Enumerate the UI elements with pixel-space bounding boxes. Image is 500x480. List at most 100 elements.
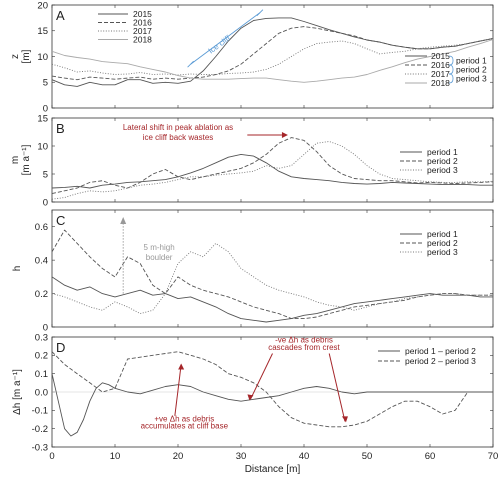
series-line-1 <box>51 17 494 87</box>
panel-label: B <box>56 121 65 136</box>
legend-label: 2015 <box>133 9 152 19</box>
x-tick-label: 0 <box>49 451 54 462</box>
panel-label: C <box>56 213 65 228</box>
y-tick-label: 0.3 <box>35 332 48 343</box>
x-tick-label: 20 <box>173 451 184 462</box>
x-tick-label: 10 <box>110 451 121 462</box>
y-axis-label: Δh [m a⁻¹] <box>12 369 23 415</box>
y-tick-label: 15 <box>37 113 48 124</box>
y-axis-label: z[m] <box>10 49 32 63</box>
y-axis-label-line1: m <box>10 156 21 164</box>
period-bracket <box>448 64 454 75</box>
legend-label: period 2 <box>427 238 458 248</box>
annotation-line: Lateral shift in peak ablation as <box>123 123 233 132</box>
annotation-line: ice cliff back wastes <box>143 133 214 142</box>
x-tick-label: 30 <box>236 451 247 462</box>
legend-label: period 1 – period 2 <box>405 346 476 356</box>
series-line-2 <box>51 137 494 195</box>
arrow-head <box>281 132 288 138</box>
series-line-3 <box>51 242 493 315</box>
period-bracket <box>448 73 454 84</box>
ice-cliff-bracket-end <box>187 60 194 68</box>
y-tick-label: 0.0 <box>35 387 48 398</box>
y-tick-label: -0.3 <box>32 442 48 453</box>
legend-label: 2018 <box>133 35 152 45</box>
series-line-1 <box>51 153 493 189</box>
arrow-head <box>120 217 127 224</box>
annotation-line: 5 m-high <box>144 243 175 252</box>
y-axis-label: h <box>12 266 23 272</box>
x-tick-label: 60 <box>425 451 436 462</box>
y-tick-label: 10 <box>37 52 48 63</box>
period-bracket <box>448 55 454 66</box>
arrow-head <box>247 394 254 401</box>
legend-right-label: 2017 <box>431 69 450 79</box>
y-tick-label: 10 <box>37 141 48 152</box>
legend-label: period 2 – period 3 <box>405 356 476 366</box>
y-tick-label: 20 <box>37 0 48 11</box>
plot-frame <box>51 209 494 328</box>
x-tick-label: 70 <box>488 451 499 462</box>
x-axis-label: Distance [m] <box>245 464 301 475</box>
annotation-line: boulder <box>146 253 173 262</box>
y-axis-label-line2: [m] <box>21 49 32 63</box>
plot-frame <box>51 4 494 109</box>
period-label: period 2 <box>456 65 487 75</box>
y-tick-label: -0.2 <box>32 424 48 435</box>
annotation-line: cascades from crest <box>268 343 340 352</box>
panel-D: -0.3 -0.2 -0.1 0.0 0.1 0.2 0.3 0 10 20 30 40 50 60 70 D… <box>12 332 498 475</box>
y-tick-label: 0 <box>43 197 48 208</box>
legend-label: period 2 <box>427 156 458 166</box>
legend-label: period 1 <box>427 147 458 157</box>
annotation-line: +ve Δh as debris <box>154 414 214 423</box>
series-line-2 <box>51 26 494 81</box>
period-label: period 1 <box>456 56 487 66</box>
annotation-arrow <box>328 353 346 422</box>
series-line-4 <box>51 39 494 83</box>
y-tick-label: 5 <box>43 169 48 180</box>
legend-label: 2017 <box>133 26 152 36</box>
y-tick-label: 0.4 <box>35 255 48 266</box>
y-tick-label: 5 <box>43 78 48 89</box>
arrow-head <box>341 416 348 423</box>
ice-cliff-bracket-end <box>256 9 264 17</box>
series-line-1 <box>51 373 493 437</box>
y-tick-label: 0.1 <box>35 369 48 380</box>
y-tick-label: 0 <box>43 322 48 333</box>
y-tick-label: 15 <box>37 26 48 37</box>
annotation-line: accumulates at cliff base <box>141 422 229 431</box>
period-label: period 3 <box>456 74 487 84</box>
y-tick-label: 0.2 <box>35 351 48 362</box>
legend-label: period 1 <box>427 229 458 239</box>
panel-label: D <box>56 340 65 355</box>
x-tick-label: 50 <box>362 451 373 462</box>
legend-right-label: 2018 <box>431 78 450 88</box>
legend-label: 2016 <box>133 18 152 28</box>
series-line-2 <box>51 351 493 428</box>
panel-label: A <box>56 8 65 23</box>
x-tick-label: 40 <box>299 451 310 462</box>
y-axis-label: m[m a⁻¹] <box>10 144 32 175</box>
legend-label: period 3 <box>427 247 458 257</box>
y-axis-label-line1: z <box>10 54 21 59</box>
legend-right-label: 2015 <box>431 51 450 61</box>
legend-label: period 3 <box>427 165 458 175</box>
y-tick-label: 0 <box>43 103 48 114</box>
arrow-head <box>178 363 185 370</box>
annotation-line: -ve Δh as debris <box>275 336 333 345</box>
ice-cliff-bracket <box>190 12 261 65</box>
annotation-arrow <box>174 364 182 416</box>
annotation-arrow <box>249 353 273 400</box>
y-axis-label-line2: [m a⁻¹] <box>21 144 32 175</box>
plot-frame <box>51 117 494 203</box>
y-tick-label: 0.6 <box>35 222 48 233</box>
legend-right-label: 2016 <box>431 60 450 70</box>
series-line-1 <box>51 276 493 323</box>
y-tick-label: 0.2 <box>35 289 48 300</box>
y-tick-label: -0.1 <box>32 406 48 417</box>
